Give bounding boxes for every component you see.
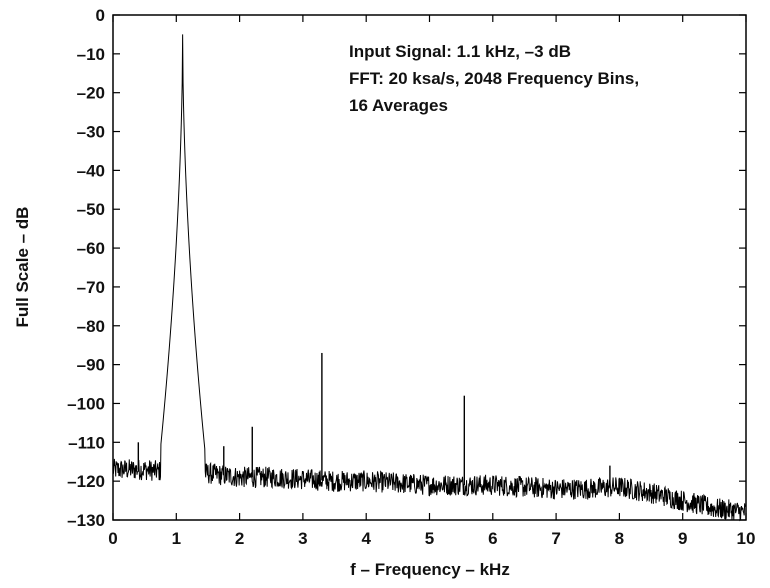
y-tick-label: –120 — [67, 472, 105, 491]
annotation-line-1: Input Signal: 1.1 kHz, –3 dB — [349, 42, 571, 61]
y-tick-label: –70 — [77, 278, 105, 297]
y-tick-label: –10 — [77, 45, 105, 64]
x-tick-label: 10 — [737, 529, 756, 548]
y-tick-label: –130 — [67, 511, 105, 530]
annotation-line-2: FFT: 20 ksa/s, 2048 Frequency Bins, — [349, 69, 639, 88]
x-tick-label: 8 — [615, 529, 624, 548]
x-tick-label: 1 — [172, 529, 181, 548]
x-tick-label: 4 — [361, 529, 371, 548]
y-tick-label: –30 — [77, 123, 105, 142]
x-tick-label: 5 — [425, 529, 434, 548]
x-tick-label: 6 — [488, 529, 497, 548]
annotation-line-3: 16 Averages — [349, 96, 448, 115]
y-tick-label: –110 — [68, 433, 105, 452]
x-tick-label: 0 — [108, 529, 117, 548]
y-tick-label: 0 — [96, 6, 105, 25]
x-tick-label: 9 — [678, 529, 687, 548]
y-tick-label: –80 — [77, 317, 105, 336]
x-axis-title: f – Frequency – kHz — [350, 560, 510, 579]
x-tick-label: 7 — [551, 529, 560, 548]
y-tick-label: –40 — [77, 161, 105, 180]
y-tick-label: –50 — [77, 200, 105, 219]
plot-frame — [112, 14, 747, 521]
x-tick-labels: 0 1 2 3 4 5 6 7 8 9 10 — [108, 529, 755, 548]
y-tick-label: –20 — [77, 84, 105, 103]
x-tick-label: 2 — [235, 529, 244, 548]
tick-marks — [112, 14, 747, 521]
y-tick-label: –60 — [77, 239, 105, 258]
y-axis-title: Full Scale – dB — [13, 207, 32, 328]
y-tick-label: –100 — [67, 394, 105, 413]
x-tick-label: 3 — [298, 529, 307, 548]
spectrum-trace — [112, 34, 747, 522]
y-tick-label: –90 — [77, 356, 105, 375]
spur-peaks — [137, 352, 611, 488]
y-tick-labels: 0 –10 –20 –30 –40 –50 –60 –70 –80 –90 –100 –110 –120… — [67, 6, 105, 530]
